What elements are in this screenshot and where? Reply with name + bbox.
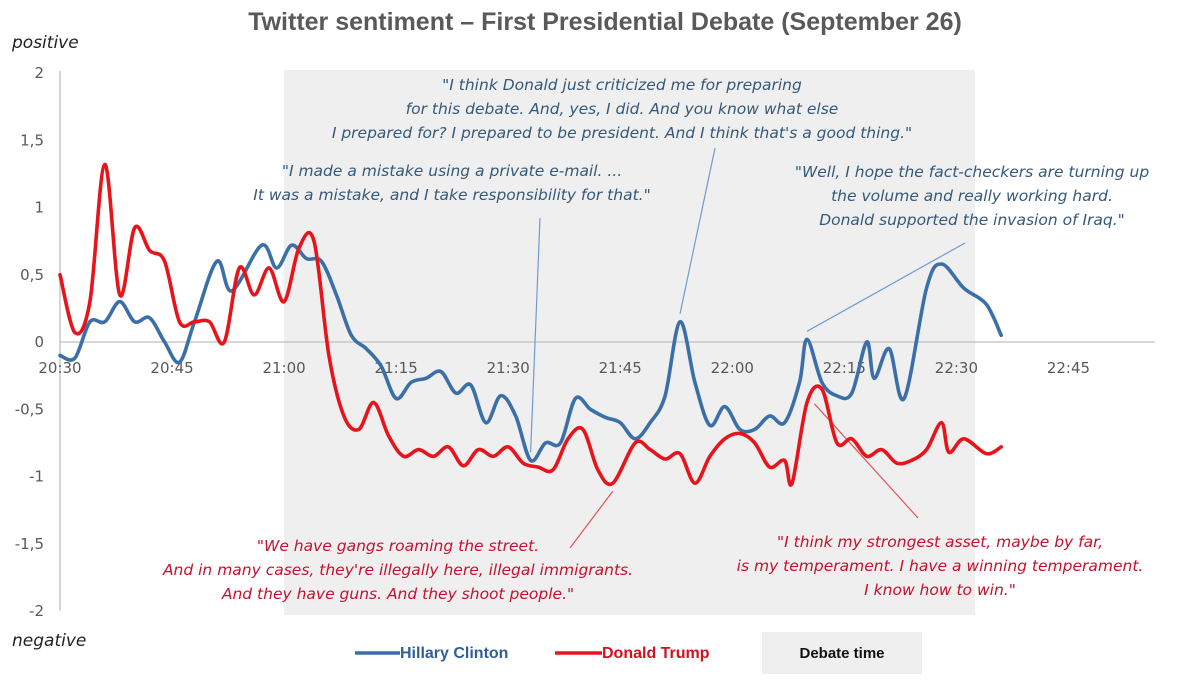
annotation-line: "We have gangs roaming the street. [257,537,539,555]
annotation-line: I know how to win." [864,581,1016,599]
y-axis-ticks: 2 1,5 1 0,5 0 -0,5 -1 -1,5 -2 [15,64,44,620]
annotation-quote: "I made a mistake using a private e-mail… [253,162,650,204]
y-tick-label: -0,5 [15,400,44,418]
annotation-quote: "We have gangs roaming the street. And in… [162,537,633,603]
annotation-line: It was a mistake, and I take responsibil… [253,186,650,204]
annotation-line: "I think my strongest asset, maybe by fa… [777,533,1103,551]
y-tick-label: 1 [34,199,44,217]
legend-label-clinton: Hillary Clinton [400,645,508,662]
series-line-donald-trump [58,162,1003,487]
x-tick-label: 21:00 [262,359,305,377]
y-tick-label: -1,5 [15,535,44,553]
y-tick-label: 0,5 [20,266,44,284]
annotation-leader-line [806,242,966,332]
y-tick-label: -1 [29,468,44,486]
annotation-leader-line [679,147,716,314]
annotation-quote: "I think Donald just criticized me for p… [332,76,912,142]
x-tick-label: 21:45 [599,359,642,377]
series-line-hillary-clinton [58,243,1003,463]
x-tick-label: 21:30 [487,359,530,377]
x-tick-label: 22:30 [935,359,978,377]
annotation-line: And in many cases, they're illegally her… [162,561,633,579]
y-tick-label: -2 [29,602,44,620]
annotation-line: is my temperament. I have a winning temp… [737,557,1144,575]
annotation-quote: "I think my strongest asset, maybe by fa… [737,533,1144,599]
x-tick-label: 20:45 [150,359,193,377]
x-tick-label: 22:00 [711,359,754,377]
annotation-line: Donald supported the invasion of Iraq." [819,211,1125,229]
series-group [58,162,1003,487]
y-axis-label-negative: negative [12,631,86,651]
annotation-line: And they have guns. And they shoot peopl… [221,585,574,603]
annotation-line: "I think Donald just criticized me for p… [442,76,802,94]
annotation-line: "I made a mistake using a private e-mail… [282,162,622,180]
chart-title: Twitter sentiment – First Presidential D… [248,8,962,36]
annotations: "I think Donald just criticized me for p… [162,76,1149,603]
legend-label-trump: Donald Trump [602,645,710,662]
annotation-quote: "Well, I hope the fact-checkers are turn… [795,163,1150,229]
annotation-leader-line [530,217,541,453]
x-tick-label: 20:30 [38,359,81,377]
annotation-line: "Well, I hope the fact-checkers are turn… [795,163,1150,181]
annotation-line: for this debate. And, yes, I did. And yo… [406,100,839,118]
annotation-line: the volume and really working hard. [831,187,1113,205]
x-tick-label: 22:15 [823,359,866,377]
y-axis-label-positive: positive [11,33,79,53]
annotation-line: I prepared for? I prepared to be preside… [332,124,912,142]
legend: Hillary Clinton Donald Trump Debate time [355,632,922,674]
y-tick-label: 2 [34,64,44,82]
legend-swatch-debate-time [762,632,922,674]
x-tick-label: 22:45 [1047,359,1090,377]
y-tick-label: 1,5 [20,131,44,149]
legend-label-debate-time: Debate time [799,645,884,662]
y-tick-label: 0 [34,333,44,351]
annotation-leader-line [569,490,614,549]
